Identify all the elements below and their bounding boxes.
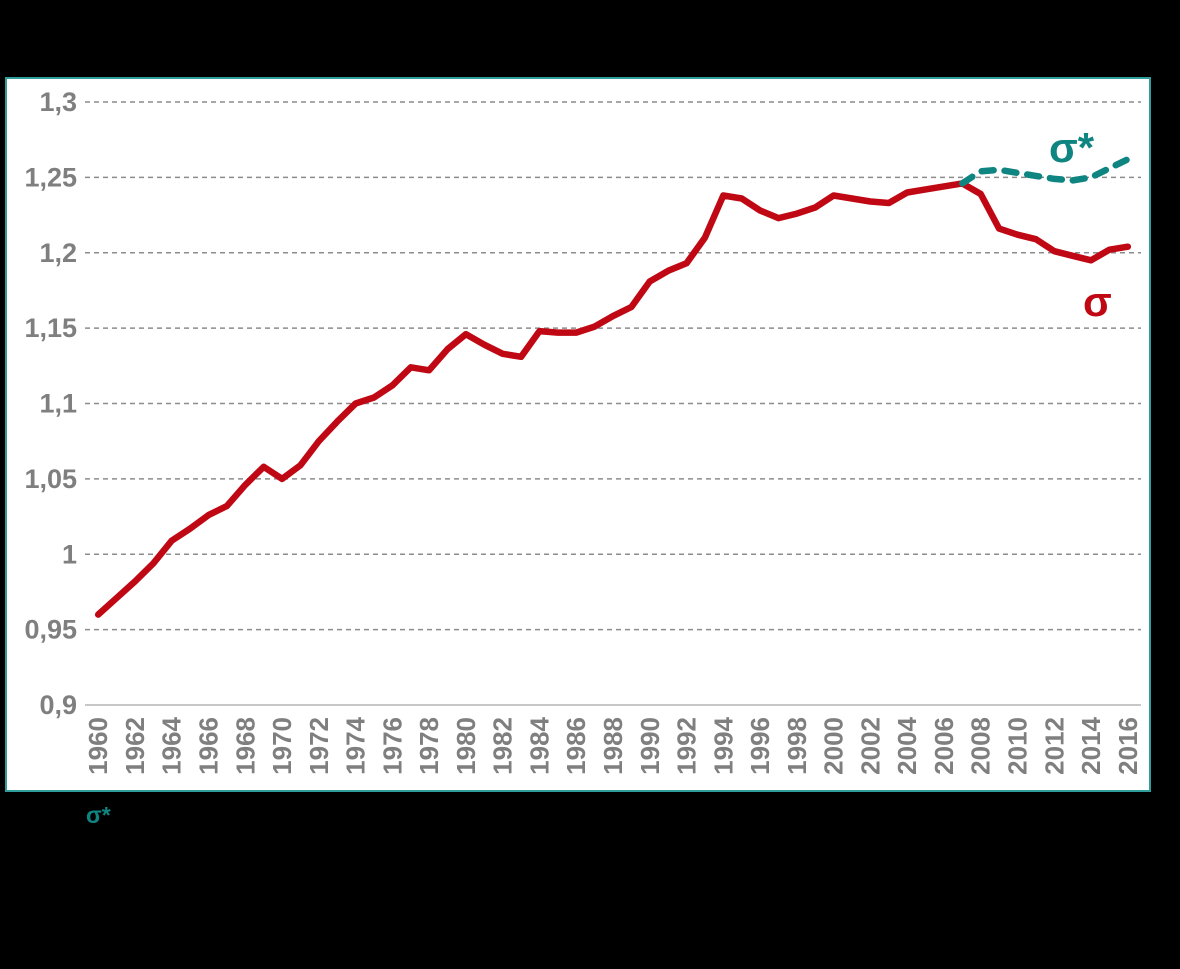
x-axis-tick-label: 1992	[672, 717, 702, 775]
x-axis-tick-label: 1964	[157, 716, 187, 774]
x-axis-tick-label: 2006	[929, 717, 959, 775]
x-axis-tick-label: 2002	[855, 717, 885, 775]
x-axis-tick-label: 1974	[341, 716, 371, 774]
x-axis-tick-label: 1962	[120, 717, 150, 775]
series-label-sigma: σ	[1083, 278, 1112, 325]
series-label-sigma-star: σ*	[1049, 124, 1095, 171]
sigma-line	[94, 180, 1132, 618]
x-axis-tick-label: 2004	[892, 716, 922, 774]
x-axis-tick-label: 2014	[1076, 716, 1106, 774]
footnote-sigma-star: σ*	[86, 802, 111, 828]
x-axis-tick-label: 1960	[83, 717, 113, 775]
x-axis-tick-label: 1998	[782, 717, 812, 775]
x-axis-tick-label: 1982	[488, 717, 518, 775]
x-axis-tick-label: 2010	[1002, 717, 1032, 775]
x-axis-tick-label: 1980	[451, 717, 481, 775]
x-axis-tick-label: 2016	[1113, 717, 1143, 775]
y-axis-tick-label: 0,9	[39, 690, 77, 720]
x-axis-tick-label: 1988	[598, 717, 628, 775]
x-axis-tick-label: 1972	[304, 717, 334, 775]
x-axis-tick-label: 1994	[708, 716, 738, 774]
y-axis-tick-label: 1	[62, 539, 77, 569]
y-axis-tick-label: 1,2	[39, 238, 77, 268]
x-axis-tick-label: 2012	[1039, 717, 1069, 775]
x-axis-tick-label: 2008	[966, 717, 996, 775]
x-axis-tick-label: 1984	[524, 716, 554, 774]
y-axis-tick-label: 1,25	[24, 162, 77, 192]
y-axis-tick-label: 1,3	[39, 87, 77, 117]
x-axis-tick-label: 1976	[377, 717, 407, 775]
x-axis-tick-label: 1996	[745, 717, 775, 775]
x-axis-tick-label: 1990	[635, 717, 665, 775]
y-axis-tick-label: 0,95	[24, 615, 77, 645]
x-axis-tick-label: 1986	[561, 717, 591, 775]
y-axis-tick-label: 1,1	[39, 389, 77, 419]
x-axis-tick-label: 1968	[230, 717, 260, 775]
chart-panel: 1,3 1,25 1,2 1,15 1,1 1,05 1 0,95 0,9 1960 1962 196…	[5, 77, 1151, 792]
y-axis-tick-label: 1,15	[24, 313, 77, 343]
y-axis-tick-label: 1,05	[24, 464, 77, 494]
x-axis-tick-label: 1970	[267, 717, 297, 775]
x-axis-tick-label: 2000	[819, 717, 849, 775]
sigma-star-line	[959, 156, 1132, 187]
x-axis-tick-label: 1978	[414, 717, 444, 775]
x-axis-tick-label: 1966	[194, 717, 224, 775]
